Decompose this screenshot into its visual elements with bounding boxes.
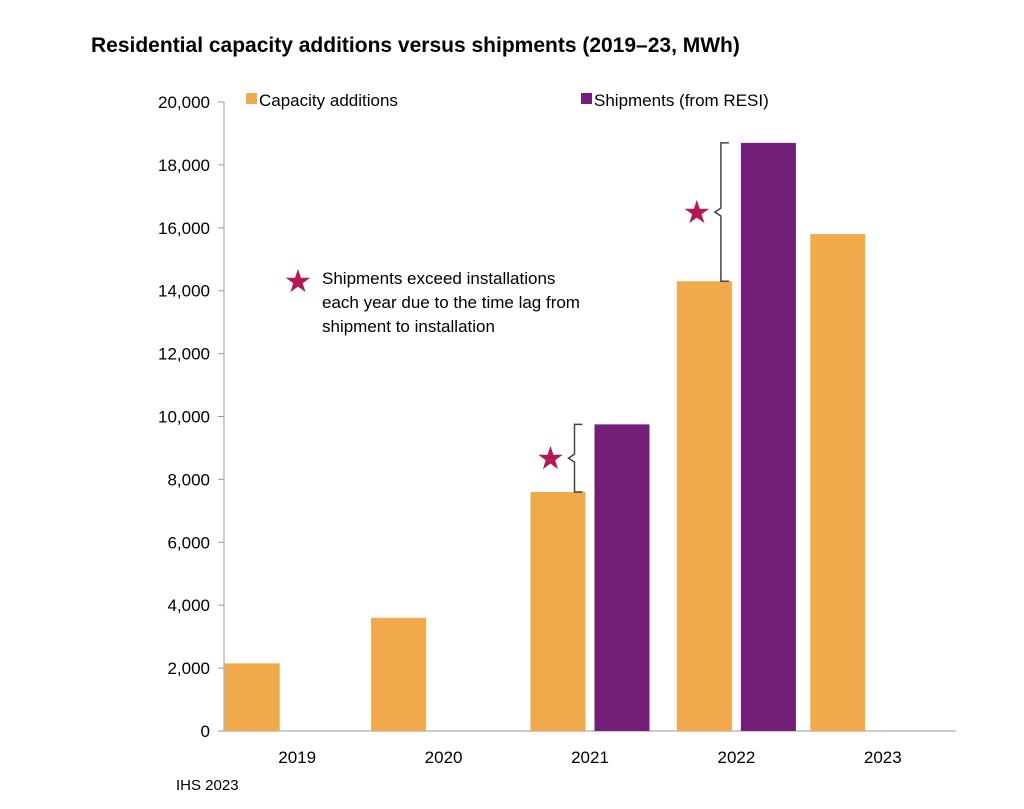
x-tick-label: 2020 bbox=[425, 748, 463, 767]
y-tick-label: 10,000 bbox=[158, 408, 210, 427]
x-tick-label: 2023 bbox=[864, 748, 902, 767]
bar-shipments-2021 bbox=[594, 424, 650, 731]
y-tick-label: 6,000 bbox=[167, 533, 210, 552]
note-star-icon: ★ bbox=[284, 263, 313, 299]
bar-capacity-additions-2021 bbox=[530, 491, 586, 731]
star-icon: ★ bbox=[683, 194, 712, 230]
y-tick-label: 20,000 bbox=[158, 93, 210, 112]
legend-label: Capacity additions bbox=[259, 91, 398, 110]
y-tick-label: 18,000 bbox=[158, 156, 210, 175]
y-tick-label: 12,000 bbox=[158, 345, 210, 364]
y-axis: 0 2,000 4,000 6,000 8,000 10,000 12,000 14,000 1… bbox=[158, 93, 225, 741]
y-tick-label: 16,000 bbox=[158, 219, 210, 238]
bar-capacity-additions-2019 bbox=[224, 663, 280, 731]
y-tick-label: 2,000 bbox=[167, 659, 210, 678]
chart-title: Residential capacity additions versus sh… bbox=[91, 34, 740, 57]
bar-capacity-additions-2020 bbox=[371, 617, 427, 731]
difference-bracket bbox=[567, 423, 583, 493]
x-tick-label: 2019 bbox=[278, 748, 316, 767]
y-tick-label: 0 bbox=[201, 722, 210, 741]
difference-bracket bbox=[713, 142, 729, 283]
annotation-note: ★ Shipments exceed installations each ye… bbox=[284, 263, 580, 336]
difference-brackets: ★★ bbox=[536, 142, 729, 493]
bar-shipments-2022 bbox=[740, 142, 796, 731]
y-tick-label: 14,000 bbox=[158, 282, 210, 301]
bar-capacity-additions-2023 bbox=[810, 234, 866, 731]
note-line-1: Shipments exceed installations bbox=[322, 269, 555, 288]
note-line-2: each year due to the time lag from bbox=[322, 293, 580, 312]
legend: Capacity additions Shipments (from RESI) bbox=[246, 91, 769, 110]
legend-swatch bbox=[581, 93, 592, 104]
source-label: IHS 2023 bbox=[176, 777, 239, 794]
y-tick-label: 4,000 bbox=[167, 596, 210, 615]
x-axis: 2019 2020 2021 2022 2023 bbox=[224, 730, 956, 767]
x-tick-label: 2021 bbox=[571, 748, 609, 767]
bars bbox=[224, 142, 866, 731]
note-line-3: shipment to installation bbox=[322, 317, 495, 336]
x-tick-label: 2022 bbox=[717, 748, 755, 767]
bar-capacity-additions-2022 bbox=[676, 281, 732, 731]
y-tick-label: 8,000 bbox=[167, 470, 210, 489]
star-icon: ★ bbox=[536, 440, 565, 476]
legend-label: Shipments (from RESI) bbox=[594, 91, 769, 110]
legend-swatch bbox=[246, 93, 257, 104]
